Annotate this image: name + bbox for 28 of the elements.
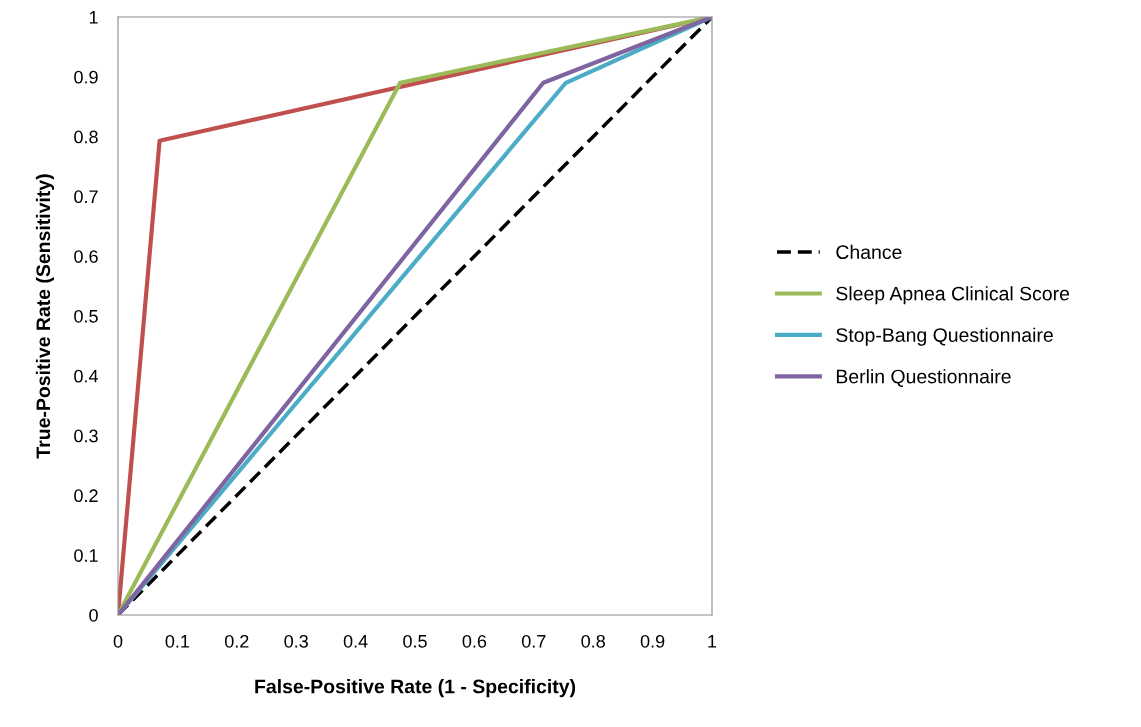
legend-label: Stop-Bang Questionnaire [836,327,1053,346]
y-tick-label: 0.3 [74,429,98,443]
x-tick-label: 0.4 [343,634,368,648]
y-tick-label: 0.2 [74,489,98,503]
y-tick-label: 0.5 [74,309,98,323]
legend-label: Sleep Apnea Clinical Score [836,286,1070,305]
y-tick-label: 0.4 [74,369,99,383]
y-tick-label: 0.8 [74,130,98,144]
x-tick-label: 0.3 [284,634,308,648]
x-tick-label: 0.9 [640,634,665,648]
x-tick-label: 0.1 [165,634,190,648]
y-tick-label: 0.7 [74,190,98,204]
x-tick-label: 1 [708,635,717,648]
y-tick-label: 0.1 [74,549,98,562]
x-tick-label: 0.6 [462,634,487,648]
y-axis-title: True-Positive Rate (Sensitivity) [35,174,55,459]
legend-label: Chance [836,244,902,260]
x-tick-label: 0.2 [224,634,249,648]
x-tick-label: 0.8 [581,634,605,648]
y-tick-label: 0 [89,608,98,622]
x-tick-label: 0.5 [403,634,427,648]
x-axis-title: False-Positive Rate (1 - Specificity) [255,679,576,698]
x-tick-label: 0 [113,634,123,648]
x-tick-label: 0.7 [521,634,546,648]
y-tick-label: 0.9 [74,70,98,84]
y-tick-label: 0.6 [74,250,98,263]
legend-label: Berlin Questionnaire [836,369,1011,387]
y-tick-label: 1 [89,11,98,24]
